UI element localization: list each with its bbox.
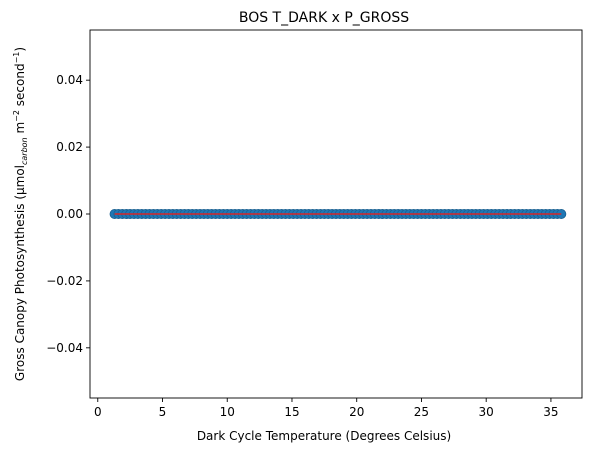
y-axis-label-sup1: −2 <box>12 110 21 122</box>
plot-area <box>89 29 583 399</box>
y-axis-label-sup2: −1 <box>12 52 21 64</box>
y-axis-label-middle: m <box>13 122 27 138</box>
y-axis-label-suffix: ) <box>13 47 27 52</box>
y-tick-label: 0.00 <box>56 207 83 221</box>
y-tick-label: 0.04 <box>56 73 83 87</box>
x-tick-label: 10 <box>220 405 235 419</box>
x-tick-label: 30 <box>479 405 494 419</box>
x-tick-label: 0 <box>94 405 102 419</box>
y-axis-label-prefix: Gross Canopy Photosynthesis (μmol <box>13 165 27 381</box>
x-tick-label: 20 <box>349 405 364 419</box>
chart-title: BOS T_DARK x P_GROSS <box>239 10 409 26</box>
x-tick-label: 5 <box>159 405 167 419</box>
y-tick-label: −0.04 <box>46 341 83 355</box>
y-axis-ticks: 0.04 0.02 0.00 −0.02 −0.04 <box>46 73 90 355</box>
y-axis-label: Gross Canopy Photosynthesis (μmolcarbon … <box>12 47 29 381</box>
y-axis-label-middle2: second <box>13 63 27 110</box>
x-axis-label: Dark Cycle Temperature (Degrees Celsius) <box>197 429 451 443</box>
x-tick-label: 35 <box>543 405 558 419</box>
x-tick-label: 15 <box>284 405 299 419</box>
x-tick-label: 25 <box>414 405 429 419</box>
y-tick-label: −0.02 <box>46 274 83 288</box>
x-axis-ticks: 0 5 10 15 20 25 30 35 <box>94 398 559 419</box>
y-axis-label-subscript: carbon <box>20 137 29 165</box>
y-tick-label: 0.02 <box>56 140 83 154</box>
